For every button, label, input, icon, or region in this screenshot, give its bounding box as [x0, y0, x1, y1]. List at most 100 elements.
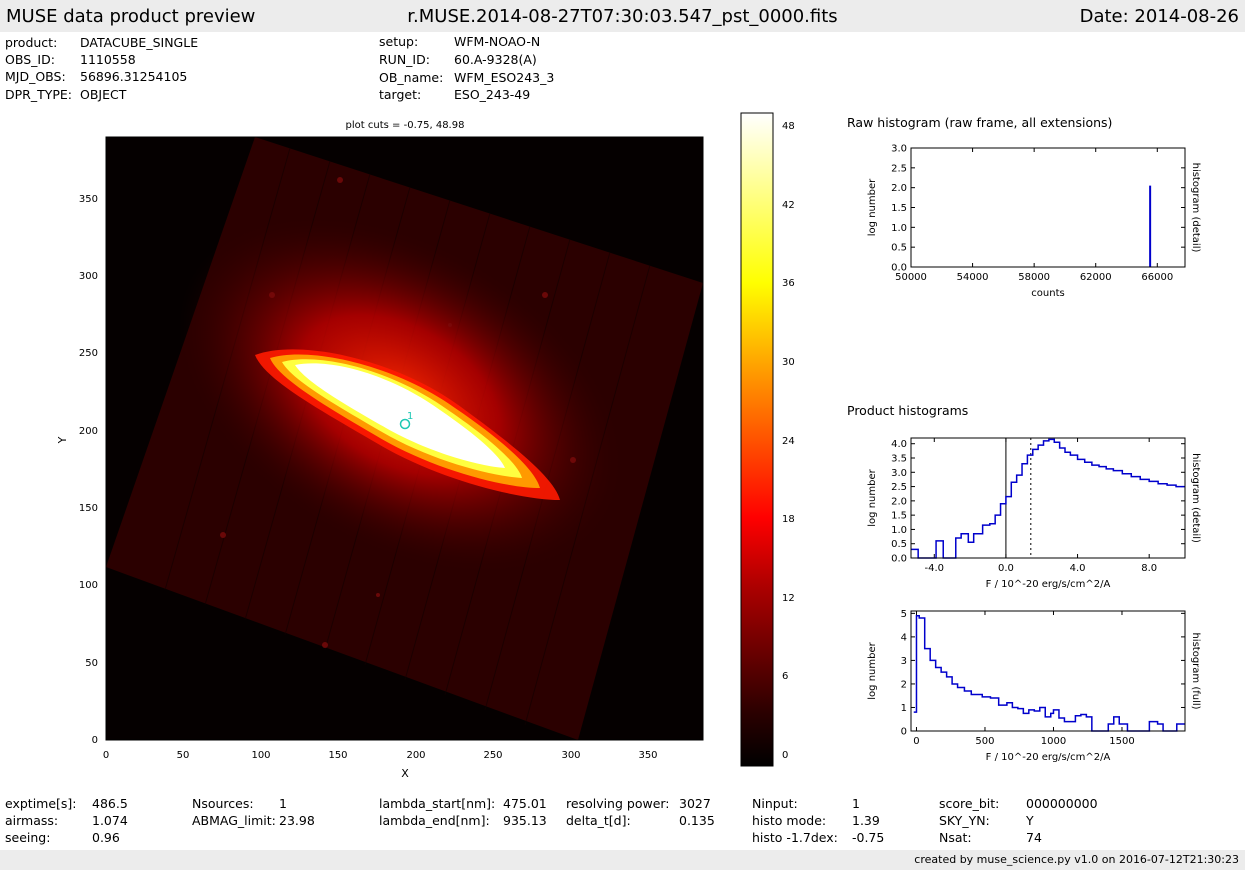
stat-value-histo-dex: -0.75: [852, 830, 885, 845]
stat-key-histo-dex: histo -1.7dex:: [752, 830, 838, 845]
y-axis-label: log number: [867, 468, 878, 526]
stat-value-resolving-power: 3027: [679, 796, 711, 811]
image-x-tick: 100: [251, 750, 270, 761]
colorbar: [740, 112, 774, 767]
plot-frame: [910, 610, 1186, 732]
y-tick-label: 1.5: [891, 203, 907, 214]
image-x-tick: 350: [638, 750, 657, 761]
meta-value-ob-name: WFM_ESO243_3: [454, 70, 555, 85]
stat-value-delta-t: 0.135: [679, 813, 715, 828]
image-y-tick: 100: [79, 580, 98, 591]
y-tick-label: 2.5: [891, 482, 907, 493]
stat-value-exptime: 486.5: [92, 796, 128, 811]
x-tick-label: 1000: [1041, 736, 1066, 747]
y-tick-label: 0.0: [891, 554, 907, 565]
stat-key-airmass: airmass:: [5, 813, 59, 828]
meta-value-product: DATACUBE_SINGLE: [80, 35, 199, 50]
x-tick-label: 0: [913, 736, 919, 747]
colorbar-tick: 36: [782, 278, 795, 289]
image-x-tick: 250: [483, 750, 502, 761]
stat-value-nsat: 74: [1026, 830, 1042, 845]
raw-histogram-chart: 0.0 0.5 1.0 1.5 2.0 2.5 3.0 50000 54000 58000 6200…: [867, 144, 1201, 300]
colorbar-tick: 30: [782, 357, 795, 368]
image-y-tick: 200: [79, 426, 98, 437]
raw-histogram-title: Raw histogram (raw frame, all extensions…: [847, 115, 1112, 130]
stat-value-lambda-end: 935.13: [503, 813, 547, 828]
image-y-tick: 150: [79, 503, 98, 514]
image-x-tick: 150: [328, 750, 347, 761]
page-title: MUSE data product preview: [6, 6, 256, 27]
stat-key-delta-t: delta_t[d]:: [566, 813, 631, 828]
y-tick-label: 0.5: [891, 539, 907, 550]
stat-key-nsources: Nsources:: [192, 796, 254, 811]
image-y-tick: 300: [79, 271, 98, 282]
image-y-tick: 0: [92, 735, 98, 746]
image-x-tick: 300: [561, 750, 580, 761]
x-tick-label: 50000: [895, 272, 927, 283]
y-tick-label: 0: [901, 727, 907, 738]
plot-frame: [910, 437, 1186, 559]
y-tick-label: 1.0: [891, 525, 907, 536]
colorbar-tick: 0: [782, 750, 788, 761]
y-tick-label: 0.5: [891, 243, 907, 254]
y-axis-right-label: histogram (full): [1190, 632, 1201, 709]
meta-value-setup: WFM-NOAO-N: [454, 34, 541, 49]
meta-key-dpr-type: DPR_TYPE:: [5, 87, 73, 102]
y-tick-label: 3: [901, 656, 907, 667]
filename-title: r.MUSE.2014-08-27T07:30:03.547_pst_0000.…: [407, 6, 838, 27]
colorbar-ticks: 0 6 12 18 24 30 36 42 48: [782, 121, 795, 761]
meta-key-run-id: RUN_ID:: [379, 52, 430, 67]
stat-key-lambda-end: lambda_end[nm]:: [379, 813, 490, 828]
stat-value-ninput: 1: [852, 796, 860, 811]
meta-key-obs-id: OBS_ID:: [5, 52, 55, 67]
x-tick-label: 0.0: [998, 563, 1014, 574]
y-axis-label: log number: [867, 178, 878, 236]
x-tick-label: 8.0: [1141, 563, 1157, 574]
x-tick-label: 500: [975, 736, 994, 747]
source-marker: [399, 418, 411, 430]
stat-key-nsat: Nsat:: [939, 830, 972, 845]
image-axes-box: [105, 136, 704, 741]
y-tick-label: 3.5: [891, 454, 907, 465]
x-tick-label: 1500: [1109, 736, 1134, 747]
x-tick-label: 62000: [1080, 272, 1112, 283]
colorbar-tick: 6: [782, 671, 788, 682]
meta-key-product: product:: [5, 35, 58, 50]
stat-key-histo-mode: histo mode:: [752, 813, 827, 828]
x-axis-label: counts: [1031, 288, 1064, 299]
y-tick-label: 4.0: [891, 439, 907, 450]
title-bar: [0, 0, 1245, 32]
x-tick-label: 58000: [1018, 272, 1050, 283]
x-tick-label: -4.0: [925, 563, 945, 574]
stat-value-sky-yn: Y: [1026, 813, 1034, 828]
image-y-axis: 0 50 100 150 200 250 300 350: [79, 194, 98, 746]
product-histogram-full-chart: 0 1 2 3 4 5 0 500 1000 1500 F / 10^-20 erg/s/cm^2/…: [867, 609, 1201, 763]
stat-key-score-bit: score_bit:: [939, 796, 1000, 811]
y-tick-label: 3.0: [891, 468, 907, 479]
y-axis-right-label: histogram (detail): [1190, 163, 1201, 253]
image-x-tick: 200: [406, 750, 425, 761]
stat-key-abmag-limit: ABMAG_limit:: [192, 813, 276, 828]
y-tick-label: 4: [901, 632, 907, 643]
histogram-series: [911, 438, 1185, 559]
x-tick-label: 4.0: [1070, 563, 1086, 574]
y-axis-label: log number: [867, 641, 878, 699]
colorbar-tick: 48: [782, 121, 795, 132]
image-x-axis: 0 50 100 150 200 250 300 350: [103, 750, 658, 761]
faint-sources: [220, 177, 576, 648]
image-panel: plot cuts = -0.75, 48.98 1: [56, 112, 795, 780]
image-y-tick: 250: [79, 348, 98, 359]
image-y-tick: 350: [79, 194, 98, 205]
x-tick-label: 66000: [1141, 272, 1173, 283]
meta-key-mjd-obs: MJD_OBS:: [5, 69, 66, 84]
stat-key-ninput: Ninput:: [752, 796, 798, 811]
image-plot-cuts: plot cuts = -0.75, 48.98: [346, 120, 465, 131]
source-marker-label: 1: [407, 411, 413, 422]
y-tick-label: 3.0: [891, 144, 907, 155]
y-tick-label: 2.0: [891, 183, 907, 194]
x-axis-label: F / 10^-20 erg/s/cm^2/A: [986, 579, 1111, 590]
meta-key-ob-name: OB_name:: [379, 70, 444, 85]
product-histogram-detail-chart: 0.0 0.5 1.0 1.5 2.0 2.5 3.0 3.5 4.0 -4.0 0.0 4.0 8.0…: [867, 437, 1201, 590]
y-tick-label: 1.5: [891, 511, 907, 522]
